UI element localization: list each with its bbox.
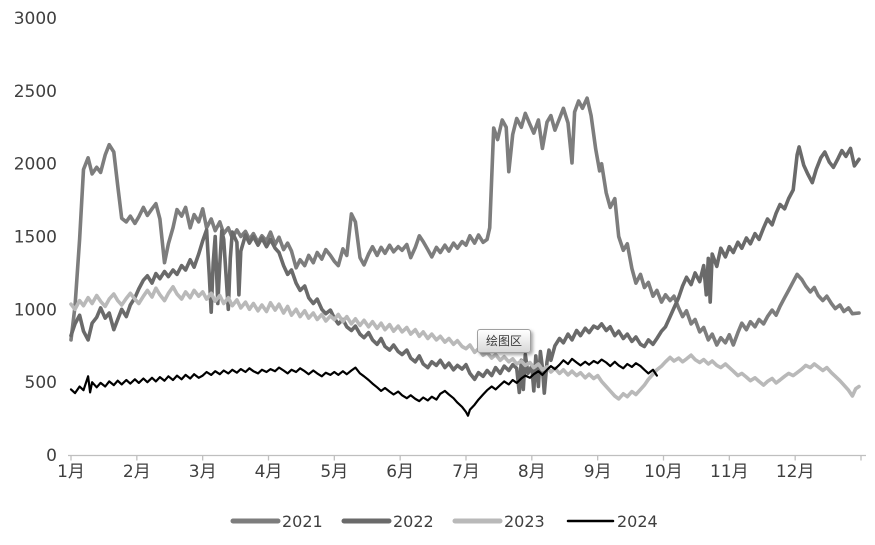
y-axis-label: 0 [46, 446, 57, 466]
legend: 2021 2022 2023 2024 [230, 512, 658, 531]
plot-area-tooltip: 绘图区 [477, 329, 532, 353]
y-axis-label: 500 [25, 373, 57, 393]
legend-item-2024[interactable]: 2024 [566, 512, 658, 531]
x-axis-label: 11月 [710, 462, 749, 482]
x-axis-label: 1月 [57, 462, 85, 482]
y-axis-label: 3000 [14, 9, 57, 29]
x-axis-label: 12月 [776, 462, 815, 482]
y-axis-label: 2500 [14, 82, 57, 102]
y-axis: 0 500 1000 1500 2000 2500 3000 [14, 9, 57, 466]
series-2023-line[interactable] [69, 284, 861, 401]
x-axis-label: 9月 [584, 462, 612, 482]
x-axis-label: 3月 [189, 462, 217, 482]
x-axis-label: 10月 [644, 462, 683, 482]
legend-item-2022[interactable]: 2022 [341, 512, 434, 531]
x-axis-label: 7月 [452, 462, 480, 482]
series-2022-line[interactable] [69, 145, 861, 395]
plot-area-tooltip-label: 绘图区 [486, 334, 523, 348]
legend-label-2023: 2023 [504, 512, 545, 531]
x-axis-label: 6月 [386, 462, 414, 482]
y-axis-label: 1000 [14, 300, 57, 320]
legend-label-2021: 2021 [282, 512, 323, 531]
legend-item-2023[interactable]: 2023 [452, 512, 545, 531]
y-axis-label: 2000 [14, 155, 57, 175]
x-axis-label: 5月 [320, 462, 348, 482]
x-axis-label: 4月 [255, 462, 283, 482]
x-axis-label: 8月 [518, 462, 546, 482]
legend-item-2021[interactable]: 2021 [230, 512, 323, 531]
legend-label-2024: 2024 [617, 512, 658, 531]
y-axis-label: 1500 [14, 228, 57, 248]
x-axis-label: 2月 [123, 462, 151, 482]
x-axis: 1月 2月 3月 4月 5月 6月 7月 8月 9月 10月 11月 12月 [57, 454, 866, 482]
legend-label-2022: 2022 [393, 512, 434, 531]
series-2024-line[interactable] [69, 357, 659, 417]
series-2021-line[interactable] [69, 96, 861, 347]
